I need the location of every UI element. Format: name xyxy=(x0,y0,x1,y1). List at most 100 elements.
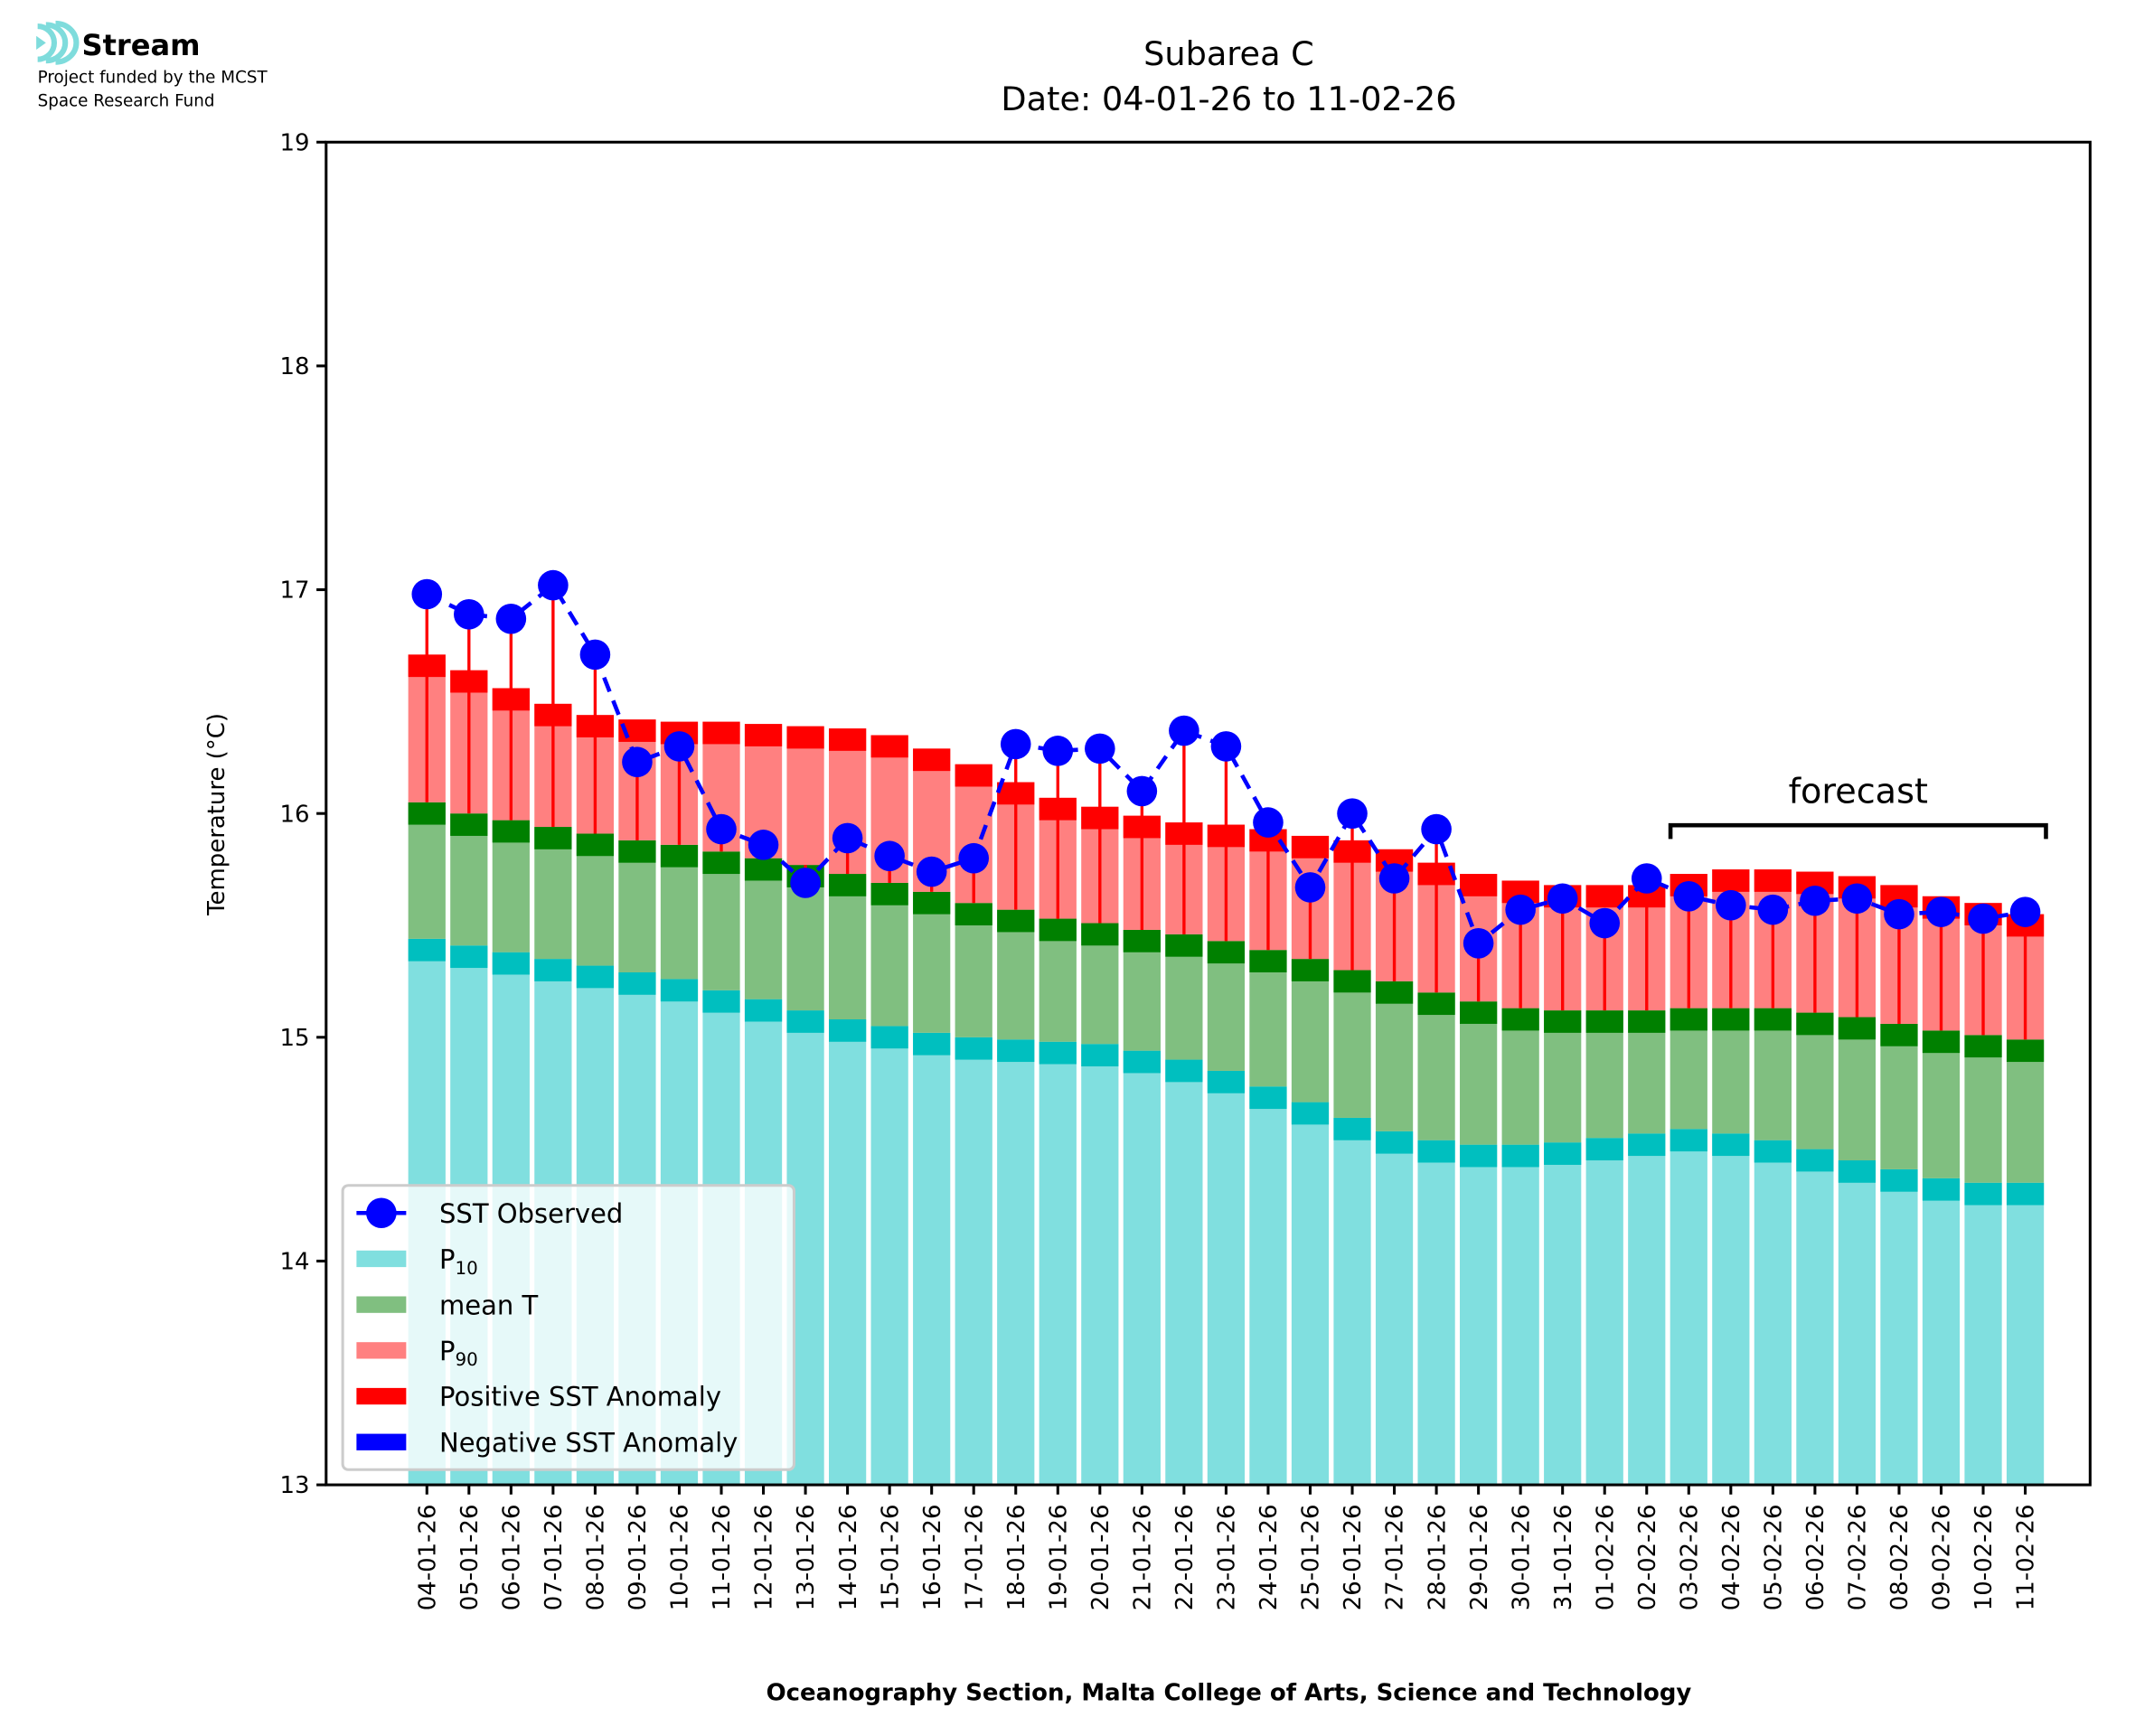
sst-observed-point xyxy=(1673,881,1705,912)
bar-p10-band xyxy=(534,959,572,981)
bar-p90-band xyxy=(1754,869,1792,892)
bar-p10-band xyxy=(744,999,783,1022)
x-tick-label: 11-01-26 xyxy=(709,1504,736,1610)
sst-observed-point xyxy=(1925,896,1957,927)
bar-p10-band xyxy=(1081,1044,1119,1067)
legend-swatch-icon xyxy=(356,1296,407,1313)
plot-frame xyxy=(325,140,2092,1487)
bar-mean-t-band xyxy=(1291,959,1330,981)
bar-p10 xyxy=(1628,1133,1666,1486)
sst-observed-point xyxy=(1421,813,1452,845)
sst-observed-point xyxy=(1716,889,1746,921)
x-tick-label: 07-02-26 xyxy=(1845,1504,1872,1610)
legend-label-text: P xyxy=(439,1336,456,1366)
bar-p10-band xyxy=(1333,1117,1371,1140)
y-tick-label: 16 xyxy=(279,801,309,828)
bar-p10-band xyxy=(913,1032,951,1056)
bar-p10-band xyxy=(1501,1144,1539,1168)
bar-group xyxy=(1501,880,1539,1486)
bar-mean-t xyxy=(1964,1035,2002,1183)
bar-mean-t xyxy=(2006,1039,2045,1183)
bar-mean-t-band xyxy=(870,882,908,906)
logo-line-2: Space Research Fund xyxy=(38,92,215,111)
bar-p10 xyxy=(1165,1059,1203,1486)
logo-line-1: Project funded by the MCST xyxy=(38,69,268,88)
bar-p10-band xyxy=(1165,1059,1203,1083)
bar-p10-band xyxy=(1796,1149,1834,1172)
x-tick-label: 06-01-26 xyxy=(499,1504,526,1610)
legend-swatch-icon xyxy=(356,1387,407,1405)
legend-swatch-icon xyxy=(356,1250,407,1268)
forecast-annotation: forecast xyxy=(1668,773,2048,840)
bar-mean-t-band xyxy=(1585,1010,1623,1033)
bar-mean-t xyxy=(1249,950,1287,1087)
bar-mean-t-band xyxy=(744,858,783,881)
legend-label-subscript: 90 xyxy=(456,1349,478,1370)
sst-observed-point xyxy=(663,731,695,762)
x-tick-label: 18-01-26 xyxy=(1003,1504,1030,1610)
sst-observed-point xyxy=(874,840,905,872)
x-tick-label: 10-01-26 xyxy=(667,1504,694,1610)
bar-p10 xyxy=(1754,1140,1792,1486)
x-tick-label: 31-01-26 xyxy=(1550,1504,1577,1610)
sst-observed-point xyxy=(495,603,527,634)
bar-p10-band xyxy=(2006,1182,2045,1206)
bar-p90-band xyxy=(1460,874,1498,896)
bar-p10-band xyxy=(1838,1160,1877,1183)
bar-p10 xyxy=(997,1039,1035,1486)
bar-p10 xyxy=(1039,1041,1077,1486)
chart-title: Subarea C xyxy=(1143,34,1314,73)
sst-observed-point xyxy=(1505,894,1536,925)
sst-observed-point xyxy=(1253,807,1284,838)
bar-mean-t xyxy=(1880,1023,1918,1169)
x-tick-label: 08-01-26 xyxy=(583,1504,610,1610)
bar-p10-band xyxy=(1375,1131,1414,1154)
chart-subtitle: Date: 04-01-26 to 11-02-26 xyxy=(1001,80,1456,118)
bar-p10-band xyxy=(1039,1041,1077,1065)
bar-mean-t-band xyxy=(1417,992,1455,1016)
bar-mean-t-band xyxy=(1964,1035,2002,1058)
bar-mean-t-band xyxy=(1501,1008,1539,1031)
bar-p10-band xyxy=(1249,1086,1287,1110)
bar-group xyxy=(1712,869,1750,1486)
y-tick-label: 15 xyxy=(279,1025,309,1052)
bar-mean-t xyxy=(1291,959,1330,1103)
bar-mean-t-band xyxy=(1838,1017,1877,1040)
x-tick-label: 01-02-26 xyxy=(1592,1504,1619,1610)
bar-group xyxy=(1207,824,1246,1486)
y-tick-label: 13 xyxy=(279,1472,309,1499)
bar-mean-t-band xyxy=(534,827,572,849)
bar-group xyxy=(955,764,992,1486)
bar-mean-t-band xyxy=(702,851,740,875)
bar-p10-band xyxy=(1964,1182,2002,1206)
sst-observed-point xyxy=(1294,872,1326,903)
legend-box xyxy=(341,1184,795,1471)
bar-mean-t-band xyxy=(913,891,951,915)
sst-observed-point xyxy=(579,639,611,671)
x-axis-ticks: 04-01-26 05-01-26 06-01-26 07-01-26 08-01-26… xyxy=(414,1485,2040,1610)
bar-mean-t-band xyxy=(492,820,530,843)
sst-observed-point xyxy=(706,813,737,845)
x-tick-label: 04-01-26 xyxy=(414,1504,441,1610)
bar-mean-t-band xyxy=(1333,970,1371,993)
legend-swatch-icon xyxy=(356,1433,407,1450)
bar-p10-band xyxy=(1880,1168,1918,1192)
bar-p10 xyxy=(1964,1182,2002,1486)
bar-p10-band xyxy=(997,1039,1035,1063)
bar-p10 xyxy=(1375,1131,1414,1486)
legend-label: mean T xyxy=(439,1290,538,1320)
x-tick-label: 17-01-26 xyxy=(961,1504,988,1610)
sst-observed-point xyxy=(1085,733,1115,765)
x-tick-label: 12-01-26 xyxy=(751,1504,778,1610)
legend-label: P10 xyxy=(439,1244,478,1279)
sst-observed-point xyxy=(1169,715,1199,746)
x-tick-label: 21-01-26 xyxy=(1130,1504,1157,1610)
bar-p10 xyxy=(1081,1044,1119,1486)
bar-p10-band xyxy=(786,1010,824,1033)
bar-mean-t-band xyxy=(1754,1008,1792,1031)
x-tick-label: 19-01-26 xyxy=(1045,1504,1072,1610)
x-tick-label: 16-01-26 xyxy=(919,1504,946,1610)
bar-p10 xyxy=(1249,1086,1287,1486)
bar-p90-band xyxy=(786,726,824,749)
x-tick-label: 08-02-26 xyxy=(1886,1504,1914,1610)
